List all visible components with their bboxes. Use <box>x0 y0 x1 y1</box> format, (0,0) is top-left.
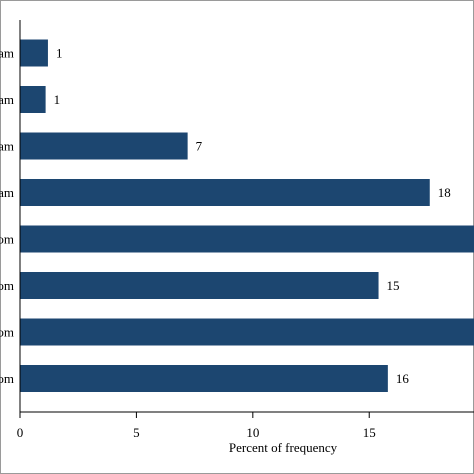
category-label: om <box>0 278 14 293</box>
x-axis-title: Percent of frequency <box>229 440 338 455</box>
bar-value-label: 1 <box>56 46 63 61</box>
bar <box>20 272 379 299</box>
bar <box>20 318 474 346</box>
bar-value-label: 1 <box>54 92 61 107</box>
bar <box>20 86 46 113</box>
x-tick-label: 5 <box>133 425 140 440</box>
bar <box>20 132 188 160</box>
bar <box>20 179 430 206</box>
x-axis-ticks: 0 5 10 15 <box>17 412 376 440</box>
category-label: om <box>0 325 14 340</box>
category-label: om <box>0 371 14 386</box>
bar-value-label: 15 <box>387 278 400 293</box>
bar <box>20 225 474 253</box>
bar-value-label: 16 <box>396 371 410 386</box>
bar-value-label: 7 <box>196 139 203 154</box>
category-label: am <box>0 139 14 154</box>
category-label: am <box>0 92 14 107</box>
category-label: am <box>0 46 14 61</box>
x-tick-label: 15 <box>363 425 376 440</box>
category-label: am <box>0 185 14 200</box>
category-label: om <box>0 232 14 247</box>
bar <box>20 39 48 67</box>
plot-area: am 1 am 1 am 7 am 18 om om 15 om om 16 <box>0 39 474 392</box>
bar-value-label: 18 <box>438 185 451 200</box>
x-tick-label: 0 <box>17 425 24 440</box>
x-tick-label: 10 <box>246 425 259 440</box>
bar <box>20 365 388 392</box>
